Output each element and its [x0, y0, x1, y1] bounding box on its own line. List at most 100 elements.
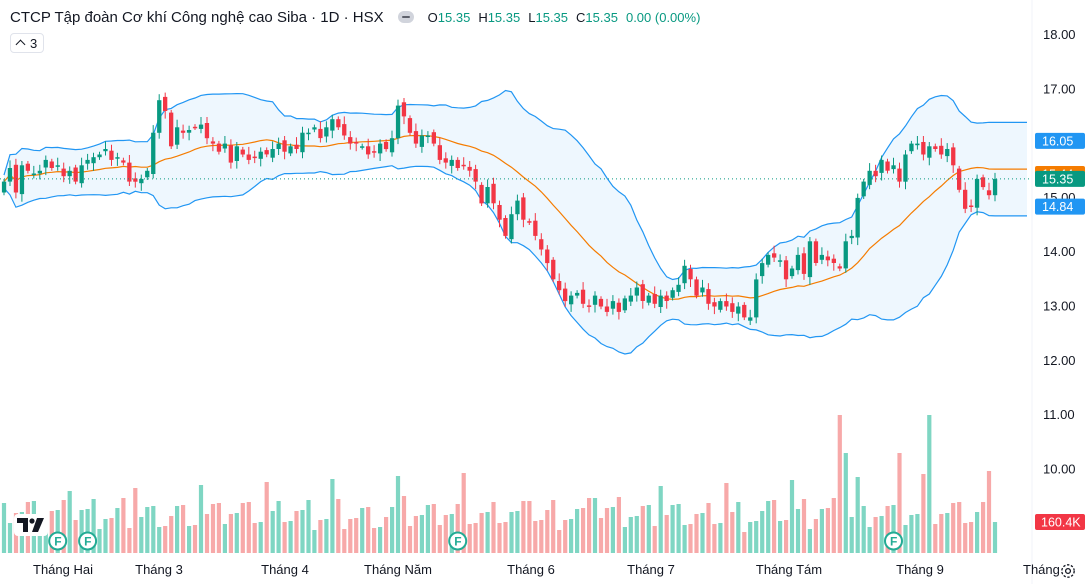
candle-body	[736, 306, 741, 314]
chart-header: CTCP Tập đoàn Cơ khí Công nghệ cao Siba …	[10, 6, 700, 28]
candle-body	[443, 158, 448, 163]
volume-bars	[1, 415, 998, 553]
volume-bar	[700, 513, 705, 553]
candle-body	[652, 294, 657, 304]
volume-bar	[509, 512, 514, 553]
candle-body	[121, 160, 126, 163]
volume-bar	[318, 520, 323, 553]
candle-body	[873, 170, 878, 177]
close-key: C	[576, 9, 586, 25]
low-value: 15.35	[535, 9, 569, 25]
indicators-toggle-button[interactable]: 3	[10, 33, 45, 53]
volume-bar	[879, 516, 884, 553]
candle-body	[694, 279, 699, 296]
symbol-title[interactable]: CTCP Tập đoàn Cơ khí Công nghệ cao Siba …	[10, 8, 384, 26]
collapse-legend-button[interactable]	[397, 11, 414, 23]
volume-bar	[479, 513, 484, 553]
volume-bar	[760, 511, 765, 553]
volume-bar	[497, 523, 502, 553]
volume-bar	[491, 502, 496, 553]
candle-body	[419, 135, 424, 147]
volume-bar	[622, 527, 627, 553]
volume-bar	[360, 508, 365, 553]
candle-body	[992, 178, 998, 196]
bollinger-lower-line	[3, 165, 1027, 355]
volume-bar	[682, 525, 687, 553]
volume-bar	[569, 519, 574, 553]
volume-bar	[634, 516, 639, 553]
candle-body	[766, 254, 771, 265]
volume-bar	[437, 525, 442, 553]
volume-bar	[294, 511, 299, 553]
price-axis-label: 17.00	[1043, 81, 1076, 96]
candle-body	[527, 221, 532, 223]
gear-icon[interactable]	[1059, 562, 1077, 580]
time-axis[interactable]: Tháng Hai Tháng 3 Tháng 4 Tháng Năm Tháng 6 T…	[33, 562, 1060, 577]
time-axis-label: Tháng 9	[896, 562, 944, 577]
volume-bar	[354, 518, 359, 553]
candle-body	[903, 154, 908, 182]
event-marker	[48, 531, 68, 551]
volume-bar	[664, 515, 669, 553]
candle-body	[127, 162, 132, 182]
volume-bar	[598, 518, 604, 553]
volume-bar	[258, 522, 263, 553]
candle-body	[228, 145, 233, 163]
time-axis-label: Tháng 7	[627, 562, 675, 577]
candle-body	[449, 159, 454, 166]
change-value: 0.00 (0.00%)	[625, 9, 701, 25]
high-key: H	[478, 9, 488, 25]
volume-bar	[288, 521, 293, 553]
time-axis-label: Tháng Năm	[364, 562, 432, 577]
price-axis-label: 10.00	[1043, 461, 1076, 476]
volume-bar	[545, 510, 550, 553]
candle-body	[157, 100, 162, 133]
candle-body	[742, 304, 747, 318]
volume-bar	[234, 513, 239, 553]
candle-body	[276, 143, 281, 149]
volume-bar	[694, 514, 699, 553]
candle-body	[473, 169, 478, 182]
event-marker-label: F	[454, 535, 461, 549]
candle-body	[25, 163, 30, 171]
volume-bar	[401, 496, 407, 553]
volume-bar	[79, 510, 84, 553]
volume-bar	[873, 517, 878, 553]
volume-bar	[551, 500, 556, 553]
candle-body	[497, 205, 502, 220]
candle-body	[885, 161, 890, 171]
bollinger-upper-line	[3, 89, 1027, 281]
candle-body	[879, 159, 884, 173]
candles	[1, 92, 998, 325]
candle-body	[915, 143, 920, 146]
candle-body	[180, 130, 186, 133]
volume-bar	[192, 525, 198, 553]
candle-body	[616, 302, 621, 312]
candle-body	[927, 146, 932, 158]
candle-body	[133, 178, 138, 182]
candle-body	[49, 161, 54, 168]
volume-bar	[330, 479, 335, 553]
volume-bar	[157, 527, 162, 553]
chevron-up-icon	[15, 39, 26, 50]
candle-body	[67, 170, 72, 177]
volume-bar	[992, 522, 998, 553]
volume-bar	[467, 524, 472, 553]
candle-body	[801, 253, 807, 274]
candle-body	[270, 149, 275, 158]
candle-body	[378, 143, 383, 154]
volume-bar	[897, 453, 902, 553]
candle-body	[724, 301, 729, 307]
candle-body	[348, 137, 353, 144]
event-marker	[448, 531, 468, 551]
candle-body	[491, 183, 496, 204]
candle-body	[354, 142, 359, 144]
candle-body	[342, 124, 347, 136]
candle-body	[945, 149, 950, 157]
price-axis[interactable]: 18.0017.0016.0015.0014.0013.0012.0011.00…	[1043, 27, 1076, 476]
candle-body	[545, 249, 550, 264]
volume-bar	[837, 415, 842, 553]
tradingview-logo[interactable]	[14, 514, 48, 536]
